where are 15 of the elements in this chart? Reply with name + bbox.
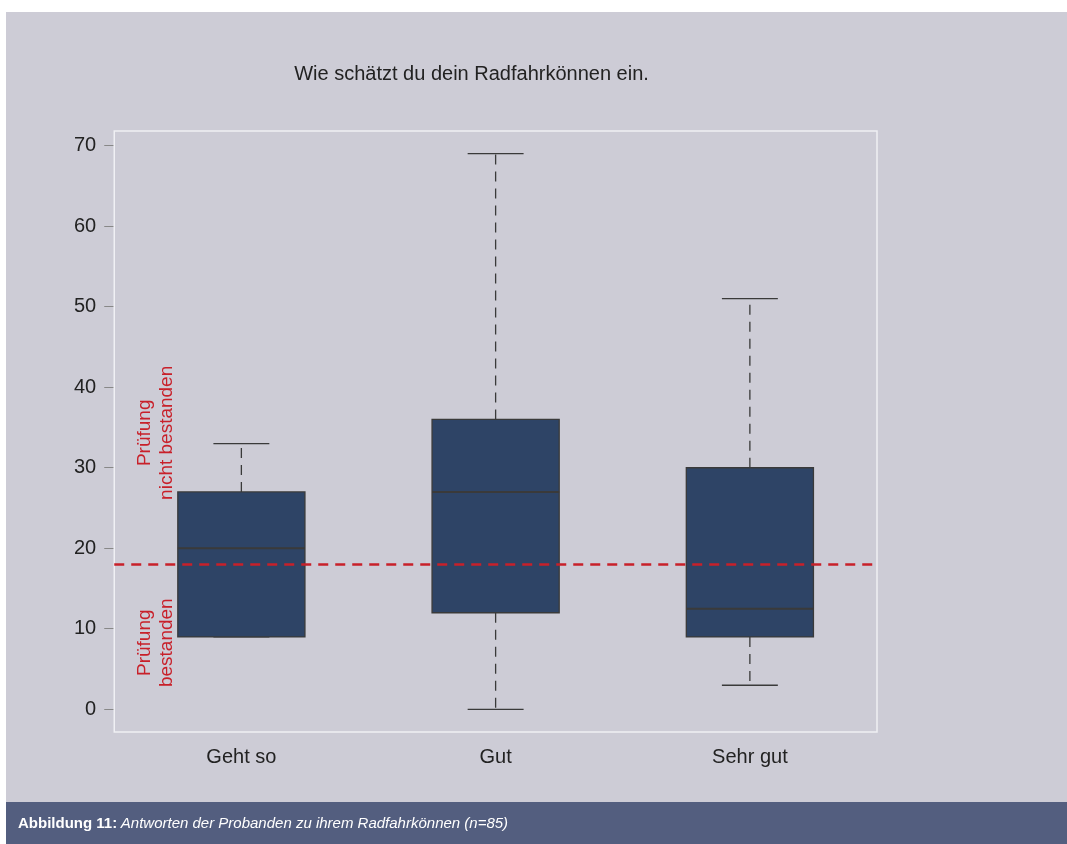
text: Abbildung 11: Antworten der Probanden zu ihrem Radfahrkönnen (n=85)	[18, 814, 509, 831]
x-tick-label: Gut	[479, 744, 513, 767]
annotation: Prüfung bestanden	[133, 598, 177, 688]
y-tick-label: 30	[74, 455, 97, 478]
y-tick-label: 70	[74, 133, 97, 156]
y-tick-label: 50	[74, 294, 97, 317]
y-tick-label: 10	[74, 616, 97, 639]
x-tick-label: Geht so	[206, 744, 277, 767]
annotation: Prüfung nicht bestanden	[133, 365, 177, 500]
y-tick-label: 20	[74, 535, 97, 558]
x-tick-label: Sehr gut	[712, 744, 789, 767]
y-tick-label: 60	[74, 213, 97, 236]
y-tick-label: 40	[74, 374, 97, 397]
y-tick-label: 0	[85, 696, 97, 719]
chart-title: Wie schätzt du dein Radfahrkönnen ein.	[294, 61, 649, 84]
